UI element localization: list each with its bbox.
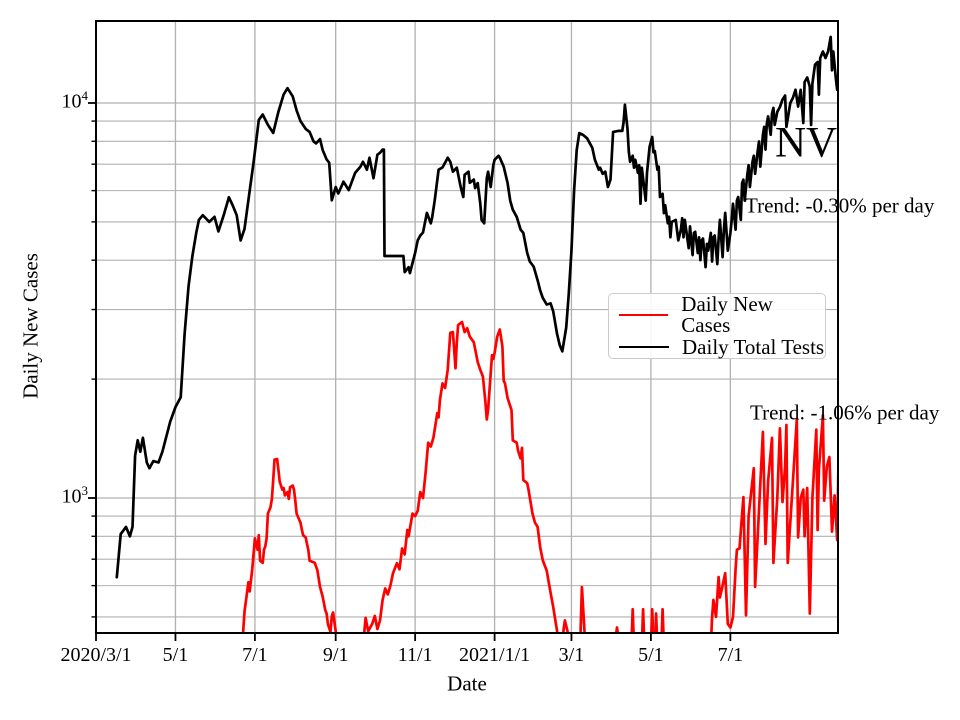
series-line-daily-new-cases — [630, 607, 635, 633]
x-tick-label: 7/1 — [717, 644, 744, 666]
legend-item-daily-new-cases: Daily New Cases — [609, 294, 825, 336]
x-tick-label: 2020/3/1 — [60, 644, 132, 666]
series-line-daily-new-cases — [650, 607, 655, 633]
x-tick-label: 7/1 — [242, 644, 268, 666]
x-tick-label: 11/1 — [397, 644, 433, 666]
legend-item-daily-total-tests: Daily Total Tests — [609, 334, 825, 359]
series-line-daily-total-tests — [115, 35, 837, 579]
tests-trend-annotation: Trend: -0.30% per day — [745, 193, 935, 218]
series-line-daily-new-cases — [362, 320, 559, 633]
axis-ticks — [88, 102, 732, 641]
x-axis-title: Date — [447, 671, 487, 696]
state-annotation: NV — [774, 119, 838, 167]
x-tick-label: 5/1 — [162, 644, 189, 666]
legend-line-swatch-black — [619, 346, 669, 349]
y-tick-label: 104 — [61, 88, 89, 113]
series-line-daily-new-cases — [614, 626, 620, 633]
legend-line-swatch-red — [619, 314, 669, 317]
series-line-daily-new-cases — [640, 607, 646, 633]
series-line-daily-new-cases — [660, 607, 665, 633]
x-tick-label: 9/1 — [322, 644, 349, 666]
x-tick-label: 3/1 — [558, 644, 585, 666]
series-line-daily-new-cases — [241, 457, 338, 633]
y-tick-label: 103 — [61, 483, 89, 508]
series-line-daily-new-cases — [579, 585, 587, 633]
legend-label: Daily Total Tests — [682, 334, 825, 359]
series-line-daily-new-cases — [653, 612, 659, 633]
series-group — [115, 35, 837, 633]
plot-border — [95, 20, 839, 634]
legend: Daily New Cases Daily Total Tests — [608, 293, 826, 359]
y-axis-title: Daily New Cases — [18, 253, 43, 399]
x-tick-label: 5/1 — [638, 644, 664, 666]
series-line-daily-new-cases — [561, 619, 570, 633]
legend-label: Daily New Cases — [681, 292, 773, 338]
cases-trend-annotation: Trend: -1.06% per day — [750, 400, 940, 425]
series-line-daily-new-cases — [710, 413, 837, 633]
grid — [95, 21, 838, 633]
x-tick-label: 2021/1/1 — [459, 644, 531, 666]
